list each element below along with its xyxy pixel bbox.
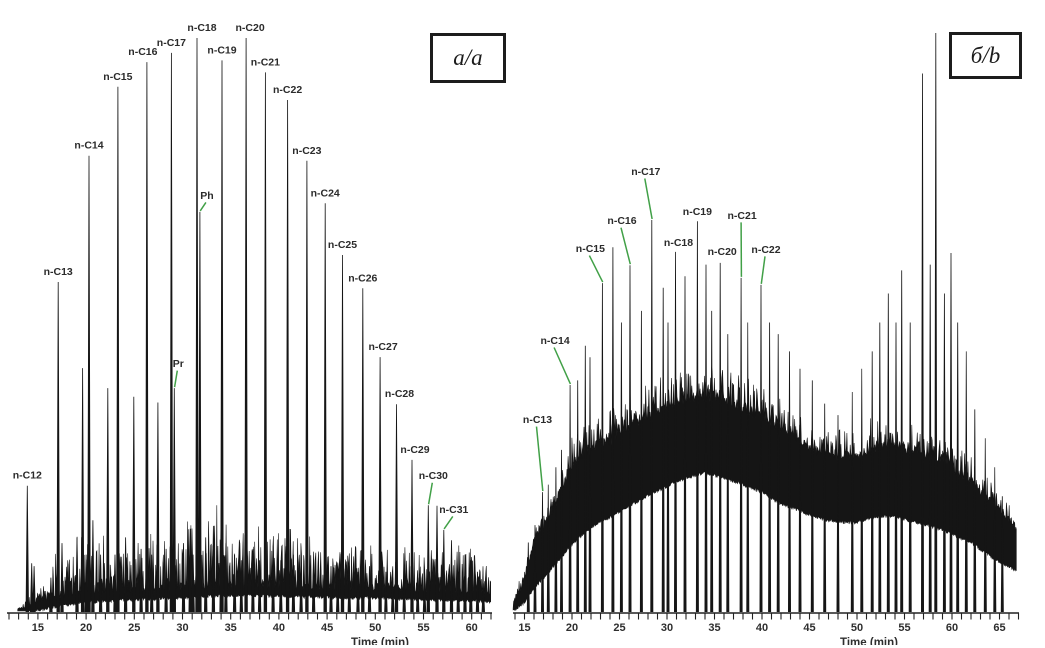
- tick-label: 45: [321, 622, 333, 634]
- peak-leader-line: [443, 515, 454, 530]
- peak-label-n-C24: n-C24: [311, 187, 340, 199]
- tick-label: 60: [946, 622, 958, 634]
- peak-leader-line: [173, 370, 179, 388]
- tick-label: 25: [128, 622, 140, 634]
- peak-label-n-C18: n-C18: [187, 22, 216, 34]
- peak-leader-line: [199, 201, 207, 212]
- peak-label-n-C28: n-C28: [385, 388, 414, 400]
- trace-peaks: [25, 38, 485, 612]
- peak-label-n-C15: n-C15: [103, 71, 132, 83]
- peak-label-n-C26: n-C26: [348, 272, 377, 284]
- tick-label: 15: [32, 622, 44, 634]
- tick-label: 30: [661, 622, 673, 634]
- peak-label-n-C25: n-C25: [328, 239, 357, 251]
- peak-label-n-C22: n-C22: [751, 244, 780, 256]
- peak-label-n-C21: n-C21: [251, 56, 280, 68]
- panel-label-box-b: б/b: [949, 32, 1022, 79]
- peak-label-n-C12: n-C12: [13, 470, 42, 482]
- peak-label-n-C13: n-C13: [523, 414, 552, 426]
- peak-label-n-C16: n-C16: [607, 215, 636, 227]
- x-axis-ticks: [514, 613, 1020, 620]
- peak-label-n-C15: n-C15: [576, 243, 605, 255]
- peak-label-n-C13: n-C13: [44, 266, 73, 278]
- panel-b: 15 20 25 30 35 40 45 50 55 60 65 n-C13 n-C14 n-C15 n-C…: [512, 33, 1020, 634]
- tick-label: 35: [225, 622, 237, 634]
- tick-label: 15: [518, 622, 530, 634]
- peak-label-n-C19: n-C19: [683, 206, 712, 218]
- tick-label: 65: [993, 622, 1005, 634]
- panel-label-box-a: a/a: [430, 33, 506, 83]
- tick-label: 55: [898, 622, 910, 634]
- peak-label-n-C18: n-C18: [664, 237, 693, 249]
- peak-label-n-C16: n-C16: [128, 46, 157, 58]
- peak-label-n-C19: n-C19: [207, 44, 236, 56]
- peak-label-n-C29: n-C29: [400, 444, 429, 456]
- peak-label-n-C17: n-C17: [157, 37, 186, 49]
- peak-label-Ph: Ph: [200, 190, 213, 202]
- tick-label: 40: [273, 622, 285, 634]
- peak-leader-line: [760, 256, 766, 285]
- tick-label: 25: [613, 622, 625, 634]
- tick-label: 35: [708, 622, 720, 634]
- tick-label: 40: [756, 622, 768, 634]
- tick-label: 45: [803, 622, 815, 634]
- peak-label-n-C23: n-C23: [292, 145, 321, 157]
- peak-label-n-C27: n-C27: [369, 341, 398, 353]
- peak-leader-line: [644, 178, 653, 220]
- peak-label-n-C17: n-C17: [631, 166, 660, 178]
- x-axis-title-right: Time (min): [840, 637, 898, 645]
- tick-label: 20: [566, 622, 578, 634]
- tick-label: 50: [369, 622, 381, 634]
- peak-label-n-C31: n-C31: [439, 504, 468, 516]
- peak-label-n-C20: n-C20: [236, 22, 265, 34]
- peak-label-n-C30: n-C30: [419, 470, 448, 482]
- tick-label: 55: [417, 622, 429, 634]
- peak-label-n-C21: n-C21: [728, 210, 757, 222]
- peak-leader-line: [553, 347, 572, 385]
- peak-label-n-C20: n-C20: [708, 246, 737, 258]
- panel-a: 15 20 25 30 35 40 45 50 55 60 n-C12 n-C13 n-C14 n-C15…: [7, 22, 492, 634]
- peak-leader-line: [535, 426, 544, 492]
- peak-leader-line: [588, 255, 604, 283]
- tick-label: 20: [80, 622, 92, 634]
- peak-label-n-C14: n-C14: [541, 335, 570, 347]
- peak-leader-line: [620, 227, 632, 265]
- tick-label: 50: [851, 622, 863, 634]
- peak-label-n-C14: n-C14: [74, 140, 103, 152]
- peak-label-n-C22: n-C22: [273, 84, 302, 96]
- x-axis-title-left: Time (min): [351, 637, 409, 645]
- tick-label: 60: [466, 622, 478, 634]
- peak-leader-line: [427, 482, 434, 505]
- x-axis-ticks: [8, 613, 492, 620]
- panel-label-b: б/b: [970, 42, 1001, 68]
- panel-label-a: a/a: [453, 45, 483, 70]
- tick-label: 30: [176, 622, 188, 634]
- trace-ucm-band: [512, 366, 1017, 612]
- peak-label-Pr: Pr: [173, 358, 184, 370]
